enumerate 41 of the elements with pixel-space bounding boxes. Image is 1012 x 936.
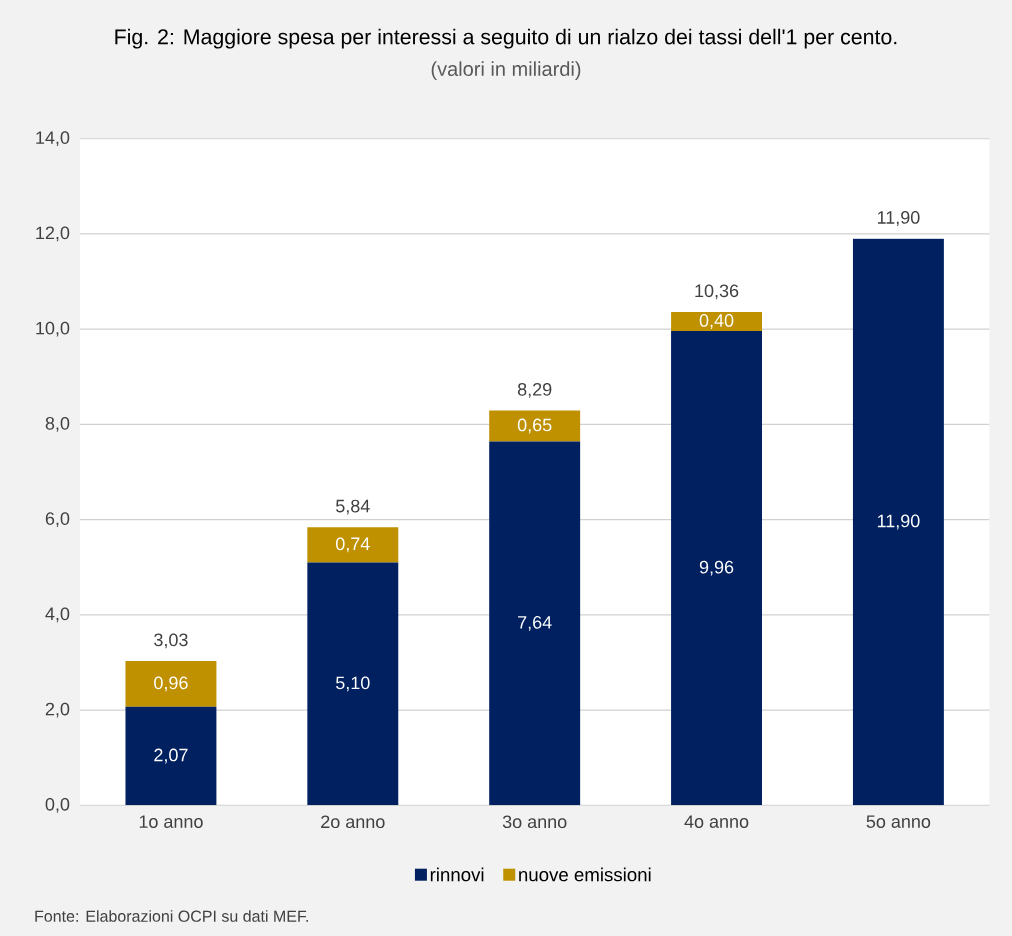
total-label: 5,84 [336,499,370,515]
data-label: 7,64 [518,615,552,631]
bar [125,706,217,806]
bar [671,312,763,332]
bar [125,661,217,707]
y-tick-label: 14,0 [36,131,70,147]
bar [307,527,399,563]
legend-label: rinnovi [430,867,484,882]
y-tick-label: 12,0 [36,226,70,242]
x-tick-label: 2o anno [321,815,385,829]
data-label: 0,40 [699,314,734,329]
bar [671,331,763,806]
x-tick-label: 1o anno [139,815,203,828]
chart-subtitle: (valori in miliardi) [431,61,581,80]
y-tick-label: 10,0 [36,321,70,337]
total-label: 10,36 [695,284,739,300]
total-label: 11,90 [877,211,920,226]
chart-title: Fig. 2: Maggiore spesa per interessi a seguito di un rialzo dei tassi dell'1 per cento. [115,28,897,49]
data-label: 11,90 [877,514,920,530]
x-tick-label: 3o anno [502,815,567,829]
total-label: 3,03 [154,633,188,649]
y-tick-label: 8,0 [45,416,70,432]
bar [307,562,399,806]
data-label: 2,07 [154,748,188,764]
bar [489,441,581,806]
x-tick-label: 5o anno [866,815,931,828]
bar [852,238,944,806]
source-note: Fonte: Elaborazioni OCPI su dati MEF. [35,910,308,922]
y-tick-label: 6,0 [45,512,70,528]
y-tick-label: 0,0 [45,797,70,813]
data-label: 9,96 [699,560,734,576]
data-label: 0,74 [336,537,370,553]
y-tick-label: 2,0 [45,702,70,718]
data-label: 0,65 [517,418,552,434]
total-label: 8,29 [517,382,552,398]
legend-label: nuove emissioni [519,867,651,882]
x-tick-label: 4o anno [684,815,749,828]
y-tick-label: 4,0 [45,607,70,623]
data-label: 0,96 [154,676,188,692]
data-label: 5,10 [336,676,370,692]
bar [489,410,581,442]
